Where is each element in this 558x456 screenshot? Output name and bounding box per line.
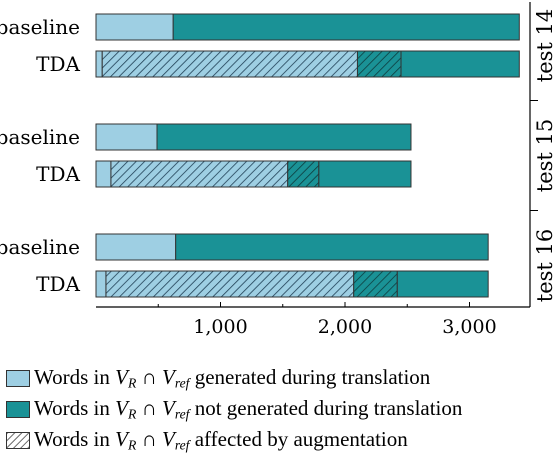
legend-item-affected: Words in VR ∩ Vref affected by augmentat… [6, 425, 558, 456]
x-tick-label: 3,000 [442, 316, 496, 338]
bar-tda-not-generated [318, 160, 412, 188]
legend: Words in VR ∩ Vref generated during tran… [6, 363, 558, 456]
legend-label-affected: Words in VR ∩ Vref affected by augmentat… [34, 427, 408, 453]
x-tick-label: 2,000 [318, 316, 372, 338]
category-label-baseline: baseline [0, 125, 80, 149]
bar-baseline-generated [95, 13, 174, 41]
category-label-tda: TDA [36, 52, 80, 76]
group-label: test 16 [533, 229, 557, 302]
bar-baseline-not-generated [175, 233, 489, 261]
bar-baseline-not-generated [172, 13, 520, 41]
legend-item-not-generated: Words in VR ∩ Vref not generated during … [6, 394, 558, 425]
bar-tda-affected-generated [101, 50, 358, 78]
x-tick-label: 1,000 [193, 316, 247, 338]
bar-tda-not-generated [400, 50, 520, 78]
category-label-tda: TDA [36, 162, 80, 186]
bar-group-3: baseline TDA test 16 [0, 229, 557, 302]
group-label: test 15 [533, 119, 557, 192]
bar-tda-affected-not-generated [356, 50, 402, 78]
group-label: test 14 [533, 9, 557, 82]
bar-tda-affected-not-generated [287, 160, 320, 188]
legend-item-generated: Words in VR ∩ Vref generated during tran… [6, 363, 558, 394]
category-label-tda: TDA [36, 272, 80, 296]
category-label-baseline: baseline [0, 15, 80, 39]
bar-tda-affected-generated [105, 270, 355, 298]
bar-group-2: baseline TDA test 15 [0, 119, 557, 192]
bar-tda-affected-not-generated [353, 270, 398, 298]
legend-label-generated: Words in VR ∩ Vref generated during tran… [34, 365, 431, 391]
bar-tda-affected-generated [110, 160, 289, 188]
legend-label-not-generated: Words in VR ∩ Vref not generated during … [34, 396, 463, 422]
legend-swatch-affected [6, 432, 30, 449]
axes-layer: 1,000 2,000 3,000 [96, 2, 538, 338]
bar-tda-generated [95, 270, 107, 298]
bar-tda-generated [95, 50, 103, 78]
bar-tda-generated [95, 160, 112, 188]
legend-swatch-generated [6, 370, 30, 387]
bar-baseline-generated [95, 233, 177, 261]
bar-baseline-not-generated [156, 123, 412, 151]
bar-group-1: baseline TDA test 14 [0, 9, 557, 82]
legend-swatch-not-generated [6, 401, 30, 418]
bar-tda-not-generated [396, 270, 489, 298]
bar-baseline-generated [95, 123, 158, 151]
category-label-baseline: baseline [0, 235, 80, 259]
